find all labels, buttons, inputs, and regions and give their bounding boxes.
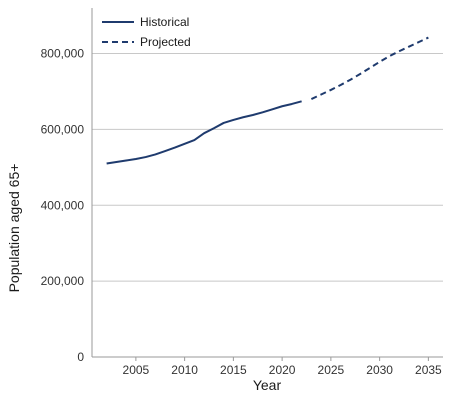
x-tick-label: 2025 bbox=[318, 363, 345, 377]
series-group bbox=[106, 36, 429, 165]
y-tick-label: 400,000 bbox=[41, 198, 85, 212]
y-tick-label: 600,000 bbox=[41, 122, 85, 136]
x-tick-label: 2015 bbox=[220, 363, 247, 377]
y-tick-label: 200,000 bbox=[41, 274, 85, 288]
y-tick-label: 800,000 bbox=[41, 47, 85, 61]
series-line-historical bbox=[106, 100, 302, 165]
x-tick-label: 2020 bbox=[269, 363, 296, 377]
axes bbox=[91, 8, 443, 361]
legend: Historical Projected bbox=[102, 15, 191, 49]
legend-label-projected: Projected bbox=[140, 35, 191, 49]
series-line-projected bbox=[310, 36, 429, 100]
grid-lines bbox=[92, 53, 443, 282]
x-tick-label: 2010 bbox=[171, 363, 198, 377]
x-tick-labels: 2005 2010 2015 2020 2025 2030 2035 bbox=[123, 363, 443, 377]
x-tick-label: 2030 bbox=[366, 363, 393, 377]
x-tick-label: 2035 bbox=[415, 363, 442, 377]
x-tick-label: 2005 bbox=[123, 363, 150, 377]
y-tick-label: 0 bbox=[77, 350, 84, 364]
y-tick-labels: 0 200,000 400,000 600,000 800,000 bbox=[41, 47, 85, 364]
y-axis-title: Population aged 65+ bbox=[6, 164, 22, 293]
legend-label-historical: Historical bbox=[140, 15, 189, 29]
x-axis-title: Year bbox=[253, 377, 282, 393]
